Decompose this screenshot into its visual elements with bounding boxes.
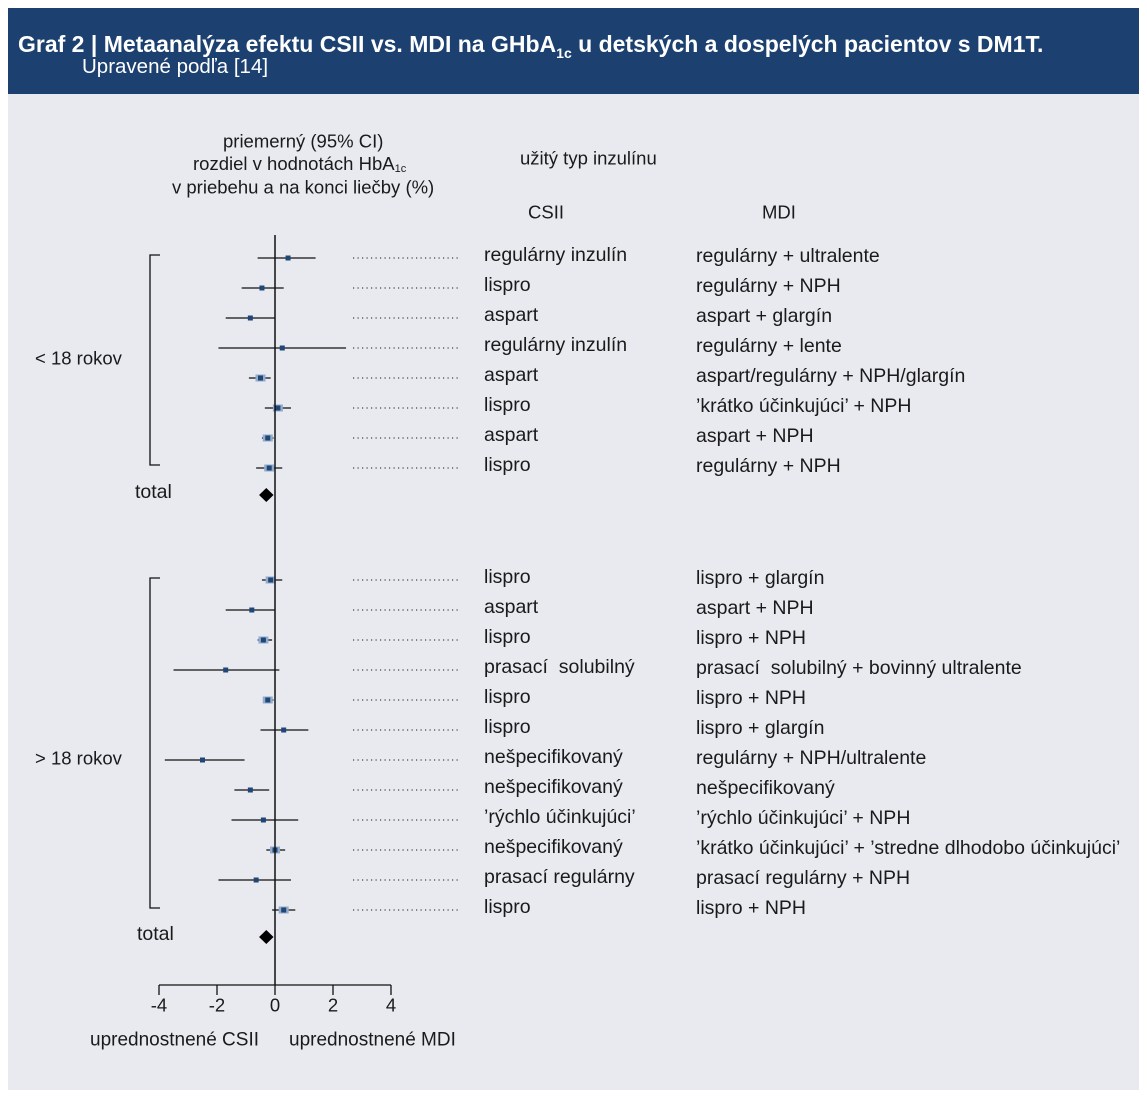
csii-label: nešpecifikovaný (484, 836, 623, 858)
mdi-column-header: MDI (762, 202, 796, 223)
csii-label: lispro (484, 686, 531, 708)
effect-header-line2-text: rozdiel v hodnotách HbA (193, 153, 395, 174)
csii-label: aspart (484, 596, 539, 618)
csii-label: aspart (484, 304, 539, 326)
mdi-label: regulárny + NPH (696, 275, 841, 297)
csii-label: lispro (484, 896, 531, 918)
effect-header-line2: rozdiel v hodnotách HbA1c (193, 153, 407, 176)
point-estimate (247, 315, 253, 321)
point-estimate (258, 375, 263, 381)
mdi-label: lispro + glargín (696, 567, 824, 589)
csii-label: lispro (484, 716, 531, 738)
csii-label: aspart (484, 364, 539, 386)
point-estimate (247, 787, 253, 793)
group-bracket (149, 577, 160, 909)
mdi-label: aspart/regulárny + NPH/glargín (696, 365, 965, 387)
total-diamond (259, 930, 274, 944)
favours-mdi-label: uprednostnené MDI (289, 1030, 456, 1051)
total-label: total (135, 481, 172, 503)
point-estimate (265, 697, 271, 703)
point-estimate (253, 877, 259, 883)
point-estimate (223, 667, 229, 673)
chart-panel (8, 94, 1139, 1090)
x-tick-label: 2 (328, 995, 338, 1016)
total-label: total (137, 923, 174, 945)
mdi-label: regulárny + NPH/ultralente (696, 747, 926, 769)
csii-column-header: CSII (528, 202, 564, 223)
mdi-label: regulárny + ultralente (696, 245, 880, 267)
mdi-label: aspart + NPH (696, 425, 814, 447)
mdi-label: prasací solubilný + bovinný ultralente (696, 657, 1022, 679)
x-tick-label: 4 (386, 995, 396, 1016)
mdi-label: aspart + glargín (696, 305, 832, 327)
point-estimate (279, 345, 285, 351)
csii-label: lispro (484, 394, 531, 416)
x-tick-label: 0 (270, 995, 280, 1016)
csii-label: lispro (484, 274, 531, 296)
csii-label: prasací solubilný (484, 656, 635, 678)
insulin-type-header: užitý typ inzulínu (520, 148, 657, 169)
csii-label: prasací regulárny (484, 866, 635, 888)
figure-title-subscript: 1c (556, 45, 572, 61)
mdi-label: regulárny + lente (696, 335, 842, 357)
mdi-label: nešpecifikovaný (696, 777, 835, 799)
point-estimate (266, 465, 272, 471)
mdi-label: prasací regulárny + NPH (696, 867, 910, 889)
plot-marks: < 18 rokov regulárny inzulín regulárny + u… (35, 235, 1120, 1016)
x-direction-labels: uprednostnené CSII uprednostnené MDI (90, 1030, 456, 1051)
group-label: > 18 rokov (35, 748, 123, 769)
figure-title-text-end: u detských a dospelých pacientov s DM1T. (571, 31, 1044, 57)
total-diamond (259, 488, 274, 502)
group-bracket (149, 254, 160, 466)
mdi-label: ’krátko účinkujúci’ + ’stredne dlhodobo … (696, 837, 1120, 859)
csii-label: nešpecifikovaný (484, 746, 623, 768)
csii-label: ’rýchlo účinkujúci’ (484, 806, 636, 828)
point-estimate (275, 405, 281, 411)
point-estimate (260, 637, 266, 643)
csii-label: regulárny inzulín (484, 244, 627, 266)
effect-header-line1: priemerný (95% CI) (223, 131, 383, 152)
csii-label: regulárny inzulín (484, 334, 627, 356)
figure-header: Graf 2 | Metaanalýza efektu CSII vs. MDI… (8, 8, 1139, 94)
favours-csii-label: uprednostnené CSII (90, 1030, 259, 1051)
csii-label: nešpecifikovaný (484, 776, 623, 798)
mdi-label: lispro + NPH (696, 897, 806, 919)
point-estimate (281, 907, 287, 913)
point-estimate (200, 757, 205, 763)
x-tick-label: -4 (151, 995, 167, 1016)
column-headers: priemerný (95% CI) rozdiel v hodnotách H… (172, 131, 796, 223)
mdi-label: lispro + glargín (696, 717, 824, 739)
mdi-label: lispro + NPH (696, 687, 806, 709)
figure-title-text: Graf 2 | Metaanalýza efektu CSII vs. MDI… (18, 31, 557, 57)
mdi-label: ’rýchlo účinkujúci’ + NPH (696, 807, 910, 829)
figure-title: Graf 2 | Metaanalýza efektu CSII vs. MDI… (18, 31, 1044, 60)
csii-label: lispro (484, 454, 531, 476)
point-estimate (259, 285, 265, 291)
csii-label: aspart (484, 424, 539, 446)
mdi-label: lispro + NPH (696, 627, 806, 649)
figure-subtitle: Upravené podľa [14] (82, 55, 269, 78)
effect-header-line2-subscript: 1c (395, 163, 407, 175)
point-estimate (265, 435, 271, 441)
csii-label: lispro (484, 566, 531, 588)
point-estimate (249, 607, 255, 613)
effect-header-line3: v priebehu a na konci liečby (%) (172, 177, 434, 198)
group-label: < 18 rokov (35, 348, 123, 369)
point-estimate (281, 727, 287, 733)
mdi-label: ’krátko účinkujúci’ + NPH (696, 395, 911, 417)
point-estimate (268, 577, 274, 583)
mdi-label: regulárny + NPH (696, 455, 841, 477)
x-tick-label: -2 (209, 995, 225, 1016)
point-estimate (285, 255, 291, 261)
csii-label: lispro (484, 626, 531, 648)
mdi-label: aspart + NPH (696, 597, 814, 619)
point-estimate (260, 817, 266, 823)
